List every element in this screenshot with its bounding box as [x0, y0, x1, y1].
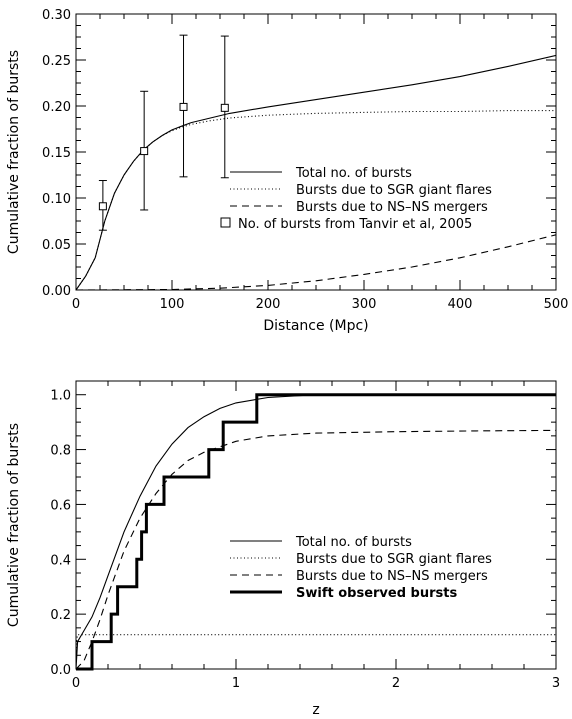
- y-tick-label: 0.4: [50, 553, 71, 568]
- y-tick-label: 0.6: [50, 498, 71, 513]
- x-tick-label: 0: [72, 676, 80, 691]
- y-axis-label: Cumulative fraction of bursts: [6, 423, 22, 627]
- chart-panel-2: 0 1 2 3 0.0 0.2 0.4 0.6 0.8 1.0 z Cumulative fracti…: [6, 380, 560, 718]
- y-tick-label: 0.8: [50, 444, 71, 459]
- y-tick-label: 0.25: [42, 54, 71, 69]
- y-tick-label: 0.20: [42, 100, 71, 115]
- series-line-1: [76, 394, 556, 670]
- legend-label: Swift observed bursts: [296, 586, 457, 601]
- plot-frame: [75, 380, 557, 670]
- y-tick-label: 1.0: [50, 389, 71, 404]
- data-point-square: [98, 202, 107, 211]
- y-tick-label: 0.30: [42, 8, 71, 23]
- series-line-2: [76, 634, 556, 670]
- x-tick-label: 2: [392, 676, 400, 691]
- series-line-3: [76, 429, 556, 670]
- x-tick-label: 0: [72, 297, 80, 312]
- y-tick-label: 0.2: [50, 608, 71, 623]
- series-line-4: [76, 393, 556, 671]
- x-tick-label: 400: [448, 297, 473, 312]
- y-tick-label: 0.0: [50, 663, 71, 678]
- series-line-2: [76, 110, 556, 291]
- legend-label: Bursts due to NS–NS mergers: [296, 569, 488, 584]
- chart-panel-1: 0 100 200 300 400 500 0.00 0.05 0.10 0.15 0.20 0.25…: [6, 8, 568, 334]
- legend-label: No. of bursts from Tanvir et al, 2005: [238, 217, 472, 232]
- legend-label: Total no. of bursts: [295, 166, 412, 181]
- y-axis-label: Cumulative fraction of bursts: [6, 50, 22, 254]
- legend-label: Bursts due to SGR giant flares: [296, 552, 492, 567]
- legend-label: Bursts due to NS–NS mergers: [296, 200, 488, 215]
- legend-label: Bursts due to SGR giant flares: [296, 183, 492, 198]
- x-tick-label: 300: [352, 297, 377, 312]
- x-tick-label: 1: [232, 676, 240, 691]
- y-tick-label: 0.15: [42, 146, 71, 161]
- data-point-square: [220, 103, 229, 112]
- x-axis-label: Distance (Mpc): [263, 318, 368, 334]
- series-line-1: [76, 54, 556, 291]
- data-point-square: [140, 147, 149, 156]
- x-tick-label: 500: [544, 297, 569, 312]
- y-tick-label: 0.00: [42, 284, 71, 299]
- series-line-3: [76, 234, 556, 291]
- x-tick-label: 200: [256, 297, 281, 312]
- x-tick-label: 3: [552, 676, 560, 691]
- x-tick-label: 100: [160, 297, 185, 312]
- legend-marker-square: [220, 217, 231, 228]
- legend-label: Total no. of bursts: [295, 535, 412, 550]
- data-point-square: [179, 102, 188, 111]
- x-axis-label: z: [312, 702, 319, 718]
- y-tick-label: 0.05: [42, 238, 71, 253]
- y-tick-label: 0.10: [42, 192, 71, 207]
